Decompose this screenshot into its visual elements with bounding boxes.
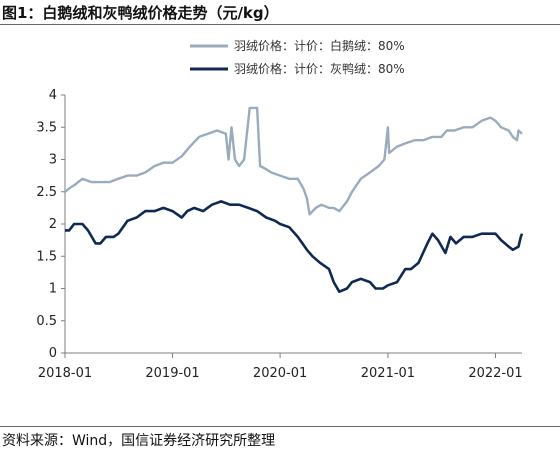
y-tick-label: 0.5 <box>36 314 57 329</box>
y-tick-label: 1 <box>49 282 57 297</box>
y-tick-label: 4 <box>49 88 57 103</box>
axes: 0 0.5 1 1.5 2 2.5 3 3.5 4 2018-01 2019-01 2020-01 20… <box>36 88 522 381</box>
y-tick-label: 2 <box>49 217 57 232</box>
x-tick-label: 2021-01 <box>361 366 415 381</box>
x-tick-label: 2022-01 <box>468 366 522 381</box>
legend: 羽绒价格：计价：白鹅绒：80% 羽绒价格：计价：灰鸭绒：80% <box>190 38 405 76</box>
y-tick-label: 2.5 <box>36 185 57 200</box>
bottom-divider <box>0 426 560 427</box>
x-tick-label: 2020-01 <box>253 366 307 381</box>
series-line-2 <box>65 200 524 293</box>
y-tick-label: 3.5 <box>36 120 57 135</box>
x-tick-label: 2019-01 <box>145 366 199 381</box>
y-tick-label: 1.5 <box>36 249 57 264</box>
y-tick-label: 0 <box>49 346 57 361</box>
legend-label-series-1: 羽绒价格：计价：白鹅绒：80% <box>234 38 405 53</box>
y-tick-label: 3 <box>49 153 57 168</box>
series-group <box>64 106 524 293</box>
source-note: 资料来源：Wind，国信证券经济研究所整理 <box>2 433 276 449</box>
legend-label-series-2: 羽绒价格：计价：灰鸭绒：80% <box>234 61 405 76</box>
top-divider <box>0 24 560 25</box>
figure-title: 图1：白鹅绒和灰鸭绒价格走势（元/kg） <box>2 4 279 22</box>
x-tick-label: 2018-01 <box>38 366 92 381</box>
series-line-1 <box>64 106 523 216</box>
